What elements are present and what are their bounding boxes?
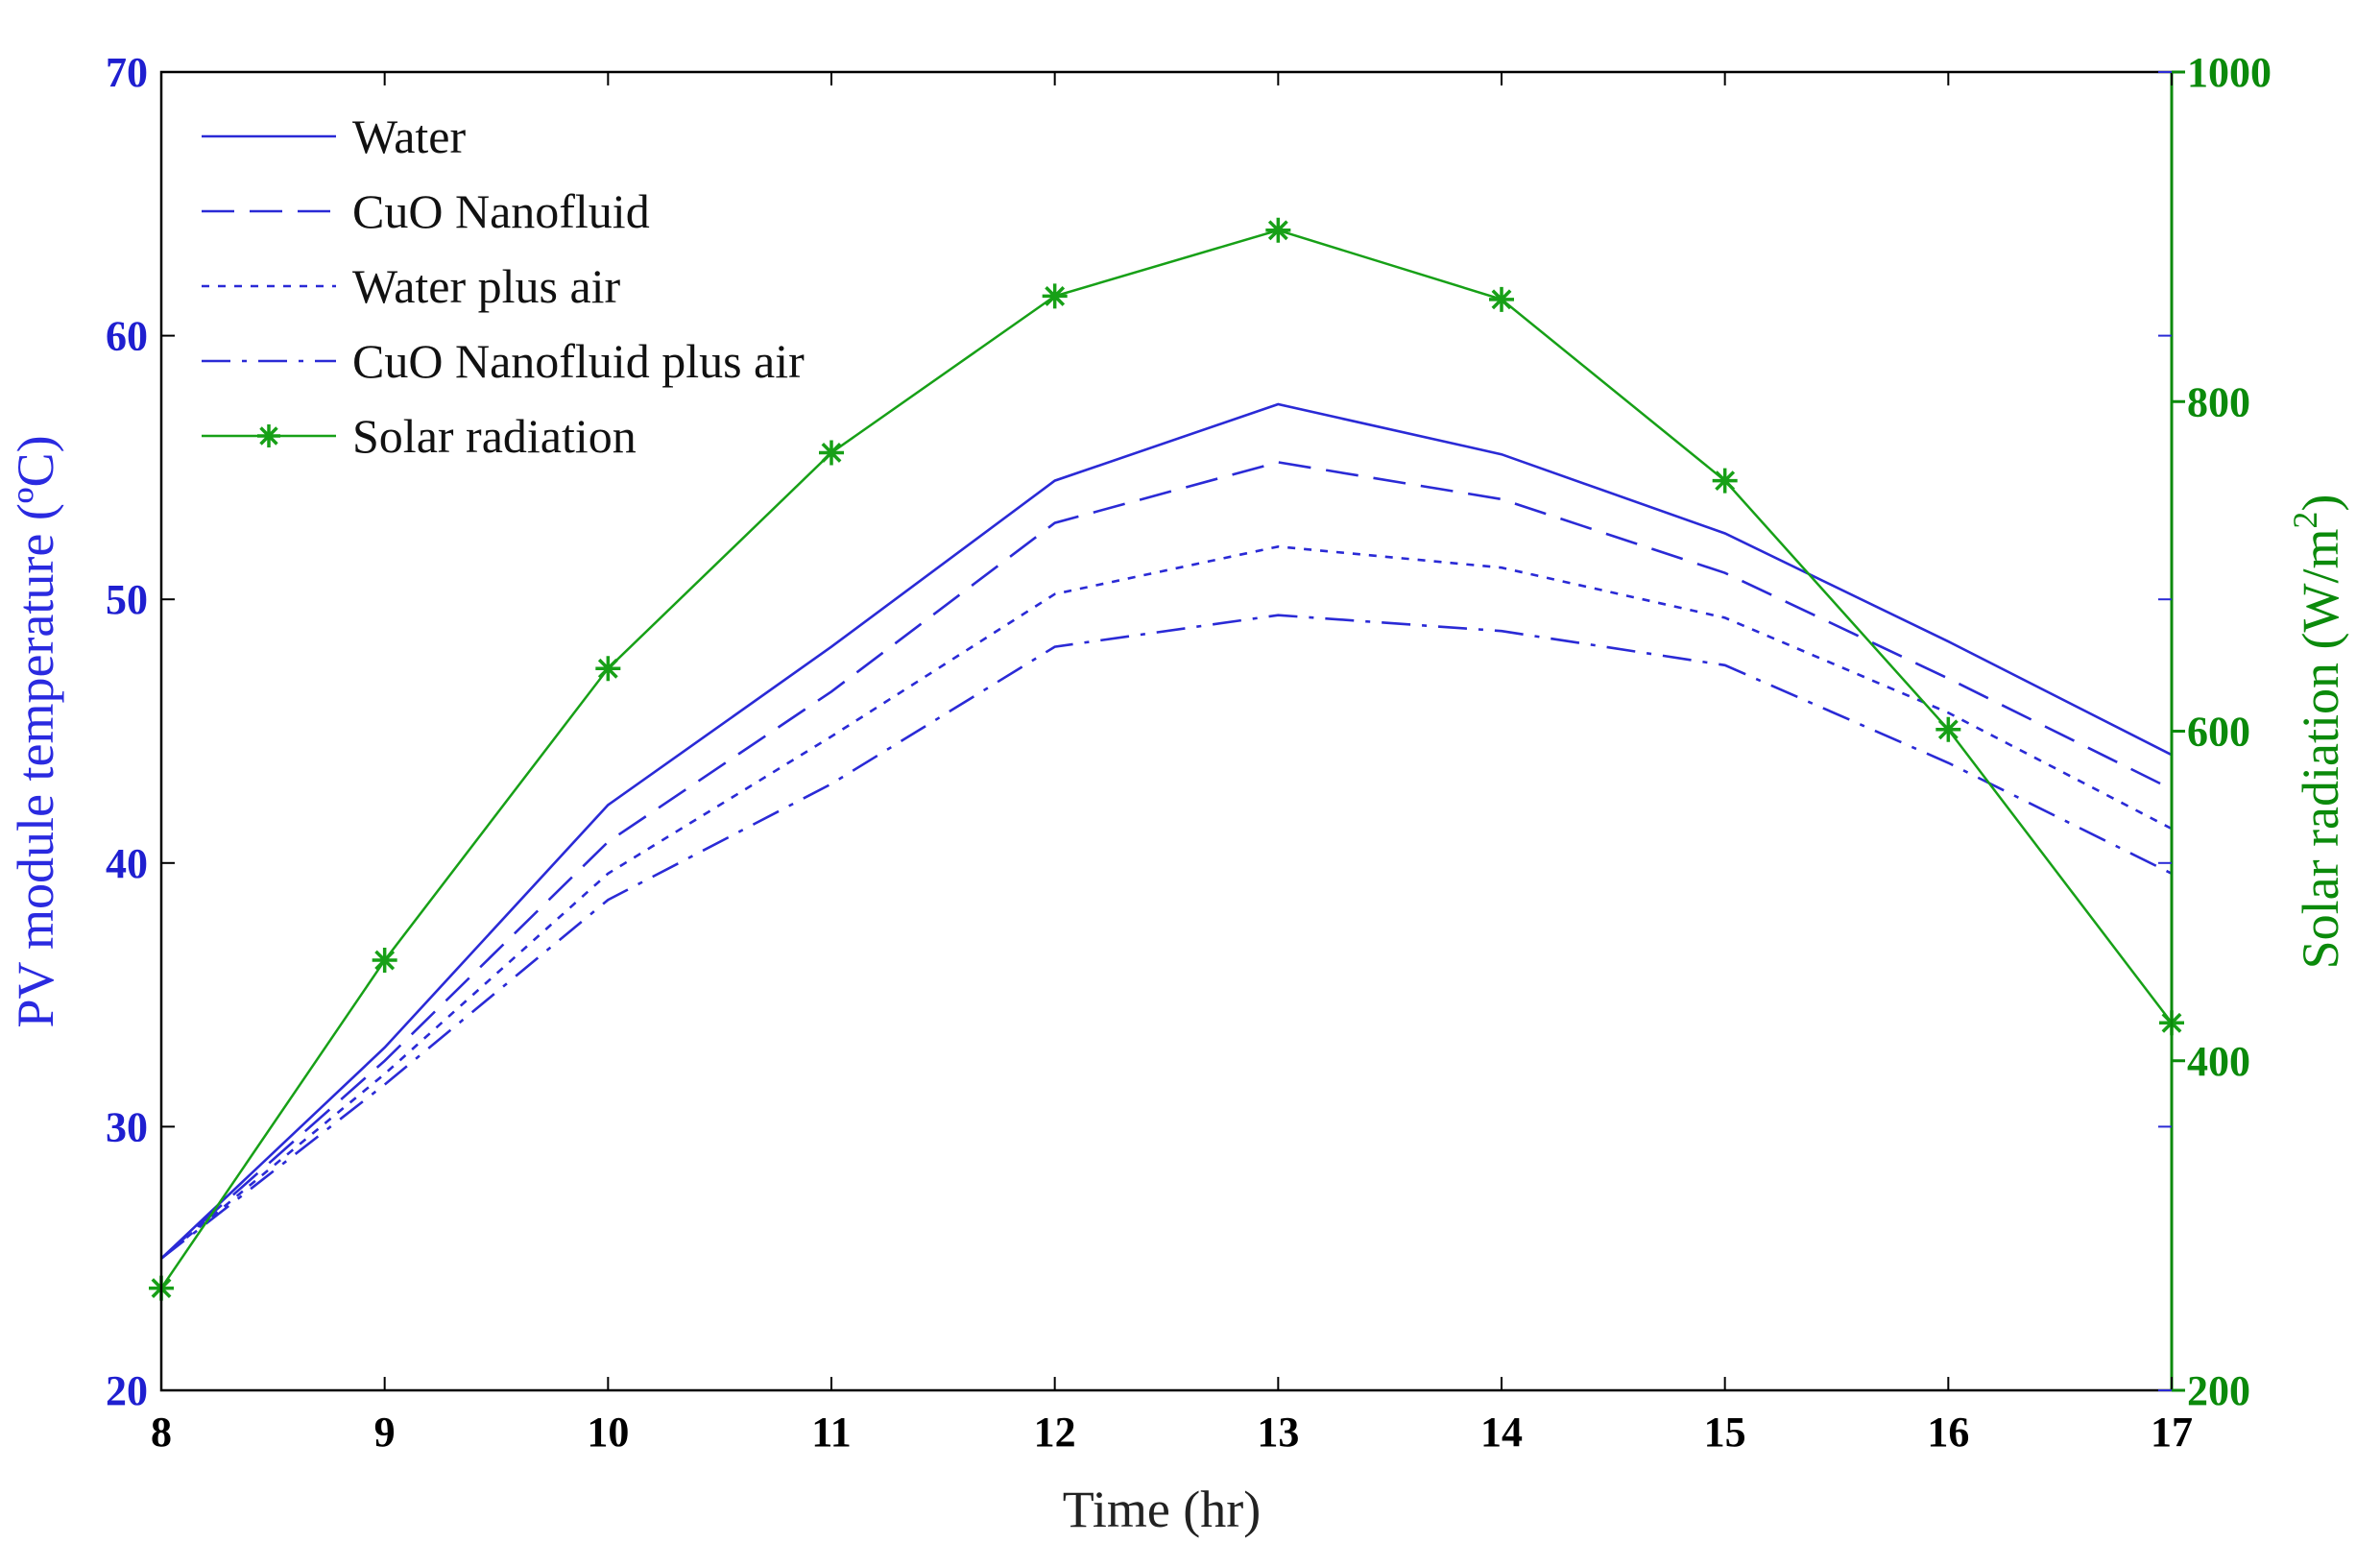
series-line-solar-radiation <box>159 229 2173 1290</box>
y-right-tick-label: 800 <box>2187 378 2250 425</box>
y-left-tick-label: 30 <box>106 1103 148 1150</box>
solar-radiation-point <box>595 656 621 682</box>
x-tick-label: 16 <box>1927 1409 1969 1456</box>
y-right-tick-label: 200 <box>2187 1367 2250 1414</box>
series-line-cuo-nanofluid-plus-air <box>160 614 2173 1260</box>
y-axis-label-right-base: Solar radiation (W/m <box>2292 529 2349 970</box>
x-tick-label: 9 <box>374 1409 396 1456</box>
y-axis-label-right-sup: 2 <box>2286 512 2324 529</box>
x-tick-label: 15 <box>1704 1409 1746 1456</box>
y-axis-label-right-close: ) <box>2292 494 2349 512</box>
legend: Water CuO Nanofluid Water plus air CuO Nano… <box>202 109 805 463</box>
solar-radiation-point <box>819 440 844 466</box>
x-axis-label: Time (hr) <box>1063 1481 1262 1538</box>
y-left-tick-label: 40 <box>106 840 148 887</box>
x-tick-label: 12 <box>1034 1409 1076 1456</box>
x-tick-label: 13 <box>1257 1409 1299 1456</box>
legend-label: CuO Nanofluid plus air <box>352 334 805 388</box>
y-left-tick-label: 70 <box>106 49 148 96</box>
x-tick-label: 8 <box>151 1409 172 1456</box>
x-tick-label: 17 <box>2151 1409 2193 1456</box>
series-line-water-plus-air <box>160 544 2173 1260</box>
legend-label: Water <box>352 109 466 163</box>
y-right-tick-label: 600 <box>2187 709 2250 756</box>
y-left-tick-label: 50 <box>106 576 148 623</box>
legend-label: CuO Nanofluid <box>352 184 650 238</box>
y-axis-label-left: PV module temperature (ºC) <box>7 435 64 1027</box>
y-right-tick-label: 400 <box>2187 1038 2250 1085</box>
x-tick-label: 14 <box>1480 1409 1523 1456</box>
series-layer <box>149 217 2184 1301</box>
series-line-water <box>160 402 2173 1260</box>
legend-star-marker <box>257 424 280 447</box>
solar-radiation-point <box>1712 468 1738 494</box>
y-left-tick-label: 20 <box>106 1367 148 1414</box>
solar-radiation-point <box>1265 217 1291 243</box>
legend-label: Water plus air <box>352 259 621 313</box>
solar-radiation-point <box>1935 716 1961 742</box>
solar-radiation-point <box>1042 283 1068 309</box>
y-left-tick-label: 60 <box>106 313 148 360</box>
solar-radiation-point <box>372 948 397 974</box>
series-line-cuo-nanofluid <box>160 461 2173 1260</box>
y-axis-label-right: Solar radiation (W/m2) <box>2286 494 2349 970</box>
x-tick-label: 11 <box>811 1409 852 1456</box>
legend-label: Solar radiation <box>352 409 637 463</box>
axes-layer: 8 9 10 11 12 13 14 15 16 17 20 30 40 50 60 70 200 400 600 8… <box>106 49 2272 1456</box>
y-right-tick-label: 1000 <box>2187 49 2272 96</box>
solar-radiation-point <box>1489 286 1514 312</box>
x-tick-label: 10 <box>587 1409 629 1456</box>
